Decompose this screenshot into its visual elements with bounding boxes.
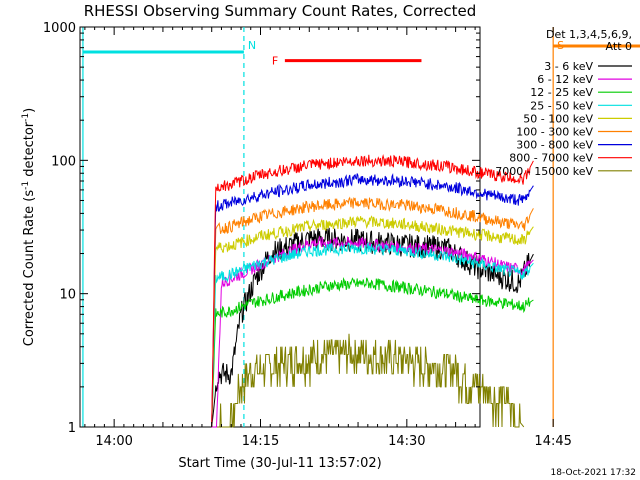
series-12-25-kev xyxy=(211,277,534,428)
series-100-300-kev xyxy=(211,196,534,428)
series-300-800-kev xyxy=(211,173,534,428)
y-tick-label: 1 xyxy=(68,421,76,436)
series-7000-15000-kev xyxy=(211,333,525,428)
series-6-12-kev xyxy=(211,235,534,428)
series-800-7000-kev xyxy=(211,153,534,428)
series-layer xyxy=(211,153,534,428)
series-line-segment xyxy=(211,196,534,428)
footer-date: 18-Oct-2021 17:32 xyxy=(551,468,636,478)
legend-label: 800 - 7000 keV xyxy=(509,152,593,165)
y-axis-label-end: ) xyxy=(22,108,37,113)
legend-label: 50 - 100 keV xyxy=(523,112,593,125)
legend-header-line-2: Att 0 xyxy=(606,40,632,53)
legend-label: 100 - 300 keV xyxy=(516,126,593,139)
x-tick-label: 14:45 xyxy=(534,434,571,449)
legend-label: 12 - 25 keV xyxy=(530,86,593,99)
y-axis-label: Corrected Count Rate (s-1 detector-1) xyxy=(21,108,37,346)
x-tick-label: 14:30 xyxy=(388,434,425,449)
series-line-segment xyxy=(211,241,534,428)
y-axis-label-start: Corrected Count Rate (s xyxy=(22,190,37,347)
x-axis-label: Start Time (30-Jul-11 13:57:02) xyxy=(178,456,381,471)
y-axis-ticks: 1 10 100 1000 xyxy=(43,21,480,436)
series-50-100-kev xyxy=(211,215,534,428)
x-tick-label: 14:15 xyxy=(242,434,279,449)
y-tick-label: 10 xyxy=(59,288,76,303)
series-line-segment xyxy=(211,215,534,428)
y-axis-label-mid: detector xyxy=(22,121,37,181)
series-line-segment xyxy=(211,153,534,428)
legend-header-line-1: Det 1,3,4,5,6,9, xyxy=(546,28,632,41)
flag-layer: NSF xyxy=(82,27,640,427)
y-tick-label: 1000 xyxy=(43,21,76,36)
legend-label: 25 - 50 keV xyxy=(530,99,593,112)
flag-bar-label: F xyxy=(272,55,278,68)
flag-line-label: N xyxy=(248,39,256,52)
x-tick-label: 14:00 xyxy=(95,434,132,449)
legend-label: 300 - 800 keV xyxy=(516,139,593,152)
series-line-segment xyxy=(211,173,534,428)
series-25-50-kev xyxy=(211,241,534,428)
y-tick-label: 100 xyxy=(51,154,76,169)
chart-title: RHESSI Observing Summary Count Rates, Co… xyxy=(84,2,477,20)
series-line-segment xyxy=(211,333,525,428)
legend-label: 3 - 6 keV xyxy=(544,60,593,73)
legend-label: 6 - 12 keV xyxy=(537,73,593,86)
y-axis-label-sup1: -1 xyxy=(21,181,31,190)
legend-label: 7000 - 15000 keV xyxy=(495,165,593,178)
series-line-segment xyxy=(211,277,534,428)
y-axis-label-sup2: -1 xyxy=(21,113,31,122)
